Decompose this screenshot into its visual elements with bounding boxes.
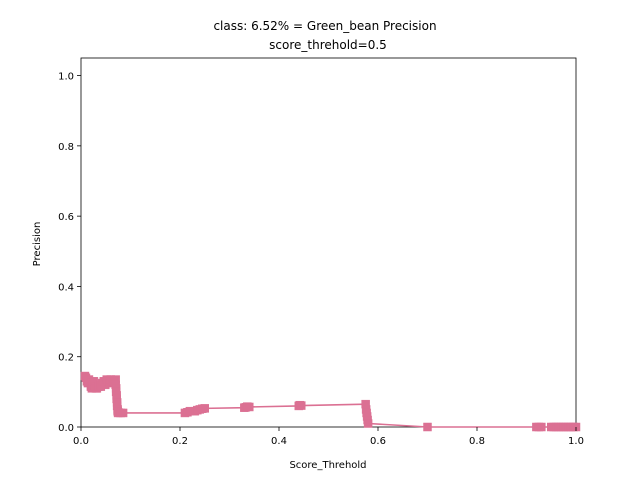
x-tick-label: 1.0	[568, 436, 584, 447]
x-tick-label: 0.2	[172, 436, 188, 447]
plot-area	[80, 57, 577, 428]
y-tick-label: 0.4	[58, 282, 74, 293]
y-tick-label: 0.6	[58, 212, 74, 223]
x-tick-label: 0.0	[73, 436, 89, 447]
y-tick-label: 0.2	[58, 353, 74, 364]
x-axis-ticks: 0.0 0.2 0.4 0.6 0.8 1.0	[73, 427, 584, 447]
data-point-marker	[423, 422, 432, 432]
y-tick-label: 0.0	[58, 423, 74, 434]
x-tick-label: 0.6	[370, 436, 386, 447]
y-tick-label: 0.8	[58, 142, 74, 153]
y-tick-label: 1.0	[58, 72, 74, 83]
x-tick-label: 0.8	[469, 436, 485, 447]
data-point-marker	[537, 422, 546, 432]
x-axis-label: Score_Threhold	[289, 460, 366, 471]
y-axis-ticks: 0.0 0.2 0.4 0.6 0.8 1.0	[58, 72, 81, 434]
chart-title-line1: class: 6.52% = Green_bean Precision	[213, 19, 436, 33]
y-axis-label: Precision	[32, 222, 43, 267]
x-tick-label: 0.4	[271, 436, 287, 447]
data-point-marker	[297, 401, 306, 410]
chart-title-line2: score_threhold=0.5	[269, 38, 387, 52]
data-point-marker	[118, 408, 128, 418]
data-point-marker	[200, 404, 209, 413]
data-point-marker	[245, 402, 254, 412]
data-point-marker	[363, 419, 373, 428]
